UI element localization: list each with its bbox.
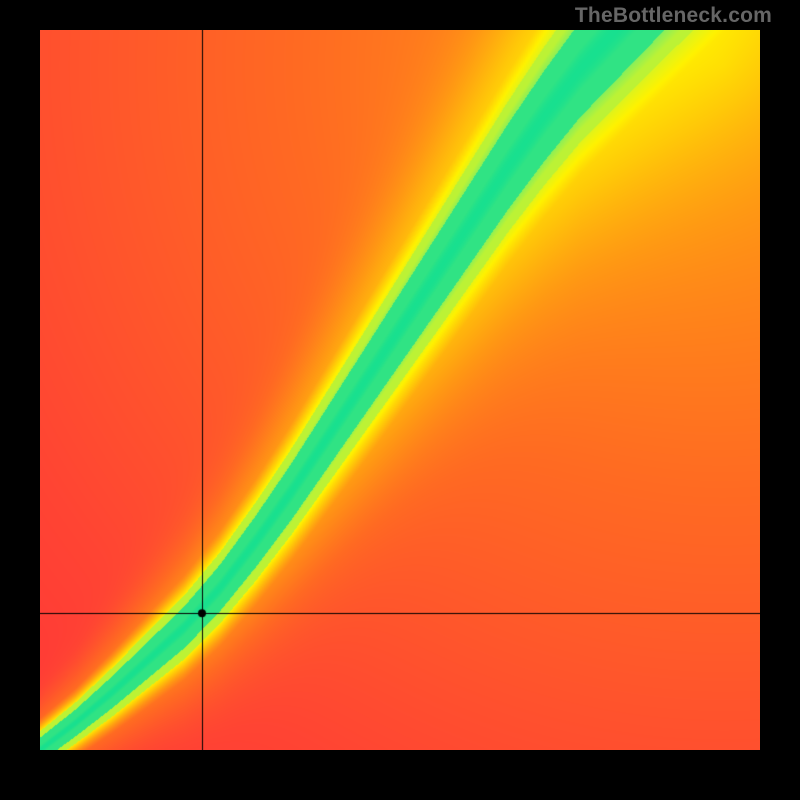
bottleneck-heatmap — [40, 30, 760, 750]
watermark-text: TheBottleneck.com — [575, 4, 772, 28]
